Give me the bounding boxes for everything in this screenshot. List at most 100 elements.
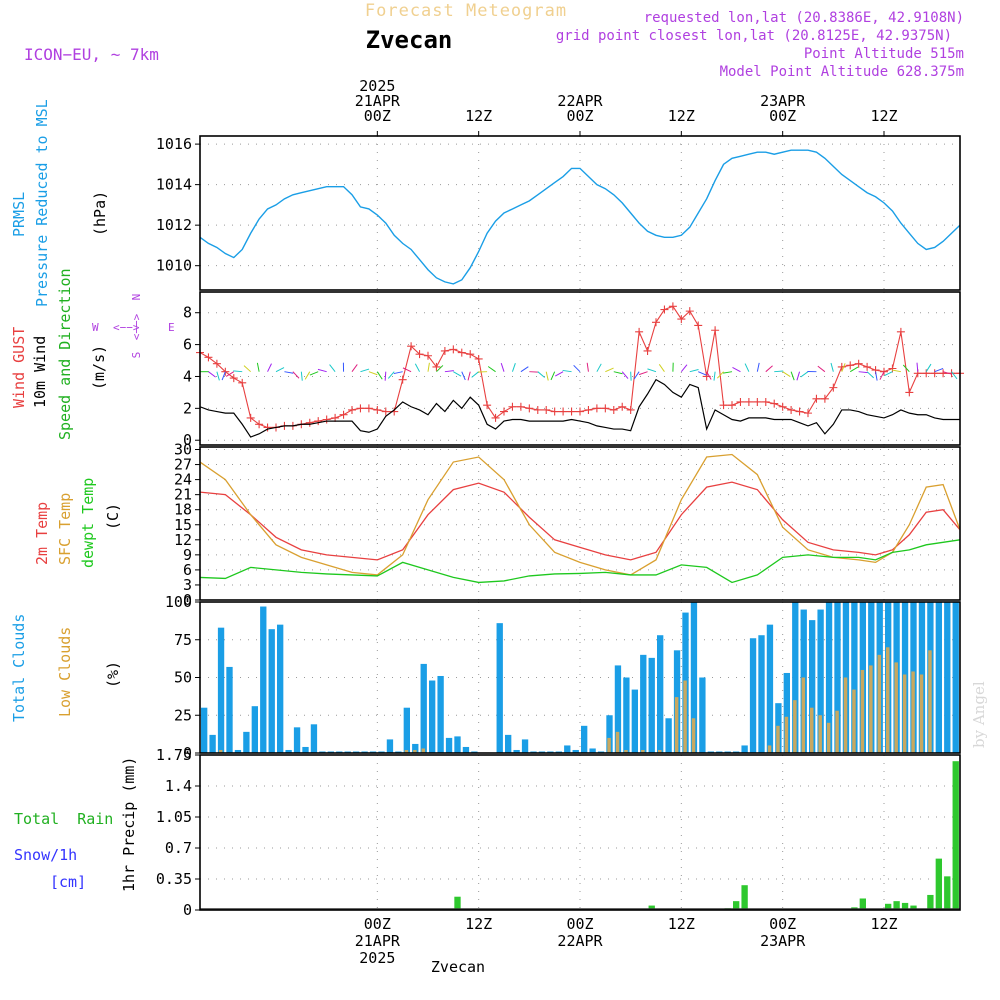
wind-arrow-icon bbox=[554, 371, 564, 377]
low-cloud-bar bbox=[911, 671, 915, 753]
wind-arrow-icon bbox=[638, 371, 648, 376]
gust-marker bbox=[542, 405, 551, 414]
wind-arrow-icon bbox=[329, 364, 336, 372]
gust-marker bbox=[601, 404, 610, 413]
wind-arrow-icon bbox=[233, 370, 243, 373]
gust-marker bbox=[204, 353, 213, 362]
total-cloud-bar bbox=[437, 675, 444, 753]
low-cloud-bar bbox=[784, 716, 789, 753]
total-cloud-bar bbox=[944, 602, 951, 753]
gust-marker bbox=[407, 342, 416, 351]
wind-arrow-icon bbox=[647, 368, 657, 373]
total-cloud-bar bbox=[310, 724, 318, 753]
time-label-bottom: 12Z bbox=[668, 915, 695, 933]
gust-marker bbox=[728, 401, 736, 410]
wind-arrow-icon bbox=[879, 371, 885, 380]
wind-arrow-icon bbox=[891, 369, 901, 373]
gust-marker bbox=[668, 302, 677, 311]
wind-arrow-icon bbox=[461, 371, 466, 381]
time-label-bottom: 2025 bbox=[359, 949, 395, 967]
gust-marker bbox=[744, 397, 753, 406]
wind-arrow-icon bbox=[453, 371, 462, 377]
wind-arrow-icon bbox=[376, 371, 383, 380]
wind-arrow-icon bbox=[621, 371, 629, 379]
gust-marker bbox=[255, 420, 264, 429]
wind-arrow-icon bbox=[875, 371, 878, 381]
gust-marker bbox=[846, 361, 855, 370]
compass-south: S bbox=[130, 352, 143, 359]
wind-arrow-icon bbox=[633, 371, 640, 380]
gust-marker bbox=[652, 318, 660, 327]
y-tick-label: 1014 bbox=[156, 176, 192, 194]
wind-arrow-icon bbox=[427, 362, 430, 372]
gust-marker bbox=[322, 415, 331, 424]
total-cloud-bar bbox=[741, 745, 748, 753]
gust-marker bbox=[516, 402, 525, 411]
wind-line bbox=[199, 378, 960, 438]
product-title: Forecast Meteogram bbox=[365, 1, 567, 21]
wind-arrow-icon bbox=[309, 371, 319, 376]
total-cloud-bar bbox=[690, 602, 698, 753]
time-label-bottom: 12Z bbox=[870, 915, 897, 933]
low-cloud-bar bbox=[860, 669, 865, 753]
wind-arrow-icon bbox=[292, 371, 300, 379]
gust-marker bbox=[854, 359, 863, 368]
y-tick-label: 27 bbox=[174, 456, 192, 474]
time-label-top: 2025 bbox=[359, 77, 395, 95]
wind-arrow-icon bbox=[774, 370, 784, 373]
total-cloud-bar bbox=[699, 677, 706, 753]
wind-arrow-icon bbox=[596, 363, 602, 372]
low-cloud-bar bbox=[843, 677, 848, 753]
gust-marker bbox=[533, 405, 542, 414]
low-cloud-bar bbox=[902, 674, 907, 753]
total-cloud-bar bbox=[581, 725, 588, 753]
gust-marker bbox=[440, 346, 449, 355]
total-cloud-bar bbox=[614, 665, 622, 753]
wind-arrow-icon bbox=[284, 371, 294, 374]
total-cloud-bar bbox=[462, 746, 470, 753]
wind-arrow-icon bbox=[605, 367, 614, 373]
wind-arrow-icon bbox=[884, 371, 893, 377]
time-label-bottom: 00Z bbox=[364, 915, 391, 933]
y-tick-label: 24 bbox=[174, 471, 192, 489]
pressure-line bbox=[199, 149, 961, 285]
gust-marker bbox=[660, 305, 669, 314]
y-tick-label: 1.05 bbox=[156, 808, 192, 826]
gust-marker bbox=[896, 327, 905, 336]
gust-marker bbox=[381, 407, 390, 416]
low-cloud-bar bbox=[683, 680, 687, 753]
wind-arrow-icon bbox=[830, 362, 834, 372]
low-cloud-bar bbox=[793, 700, 797, 753]
wind-arrow-icon bbox=[800, 371, 809, 378]
time-label-top: 00Z bbox=[566, 107, 593, 125]
location-title: Zvecan bbox=[366, 26, 453, 54]
panel-frame bbox=[199, 446, 961, 601]
y-tick-label: 4 bbox=[183, 367, 192, 385]
gust-marker bbox=[820, 394, 829, 403]
gust-marker bbox=[736, 397, 745, 406]
gust-marker bbox=[424, 351, 432, 360]
gust-marker bbox=[694, 321, 703, 330]
low-cloud-bar bbox=[218, 749, 223, 753]
time-label-top: 12Z bbox=[870, 107, 897, 125]
wind-arrow-icon bbox=[511, 363, 516, 372]
total-cloud-bar bbox=[564, 745, 571, 753]
wind-arrow-icon bbox=[586, 362, 589, 372]
wind-arrow-icon bbox=[208, 371, 216, 378]
low-cloud-bar bbox=[413, 749, 417, 753]
gust-marker bbox=[364, 404, 373, 413]
gust-marker bbox=[474, 354, 483, 363]
total-cloud-bar bbox=[209, 734, 216, 753]
wind-arrow-icon bbox=[550, 371, 556, 381]
model-altitude: Model Point Altitude 628.375m bbox=[720, 64, 964, 80]
y-tick-label: 100 bbox=[165, 593, 192, 611]
gust-marker bbox=[449, 345, 458, 354]
total-cloud-bar bbox=[648, 657, 655, 753]
y-tick-label: 30 bbox=[174, 441, 192, 459]
temp-dewpt-label: dewpt Temp bbox=[79, 478, 97, 568]
time-label-bottom: 21APR bbox=[355, 932, 401, 950]
total-cloud-bar bbox=[429, 680, 436, 753]
wind-arrow-icon bbox=[351, 364, 358, 372]
y-tick-label: 3 bbox=[183, 576, 192, 594]
low-cloud-bar bbox=[810, 707, 814, 753]
